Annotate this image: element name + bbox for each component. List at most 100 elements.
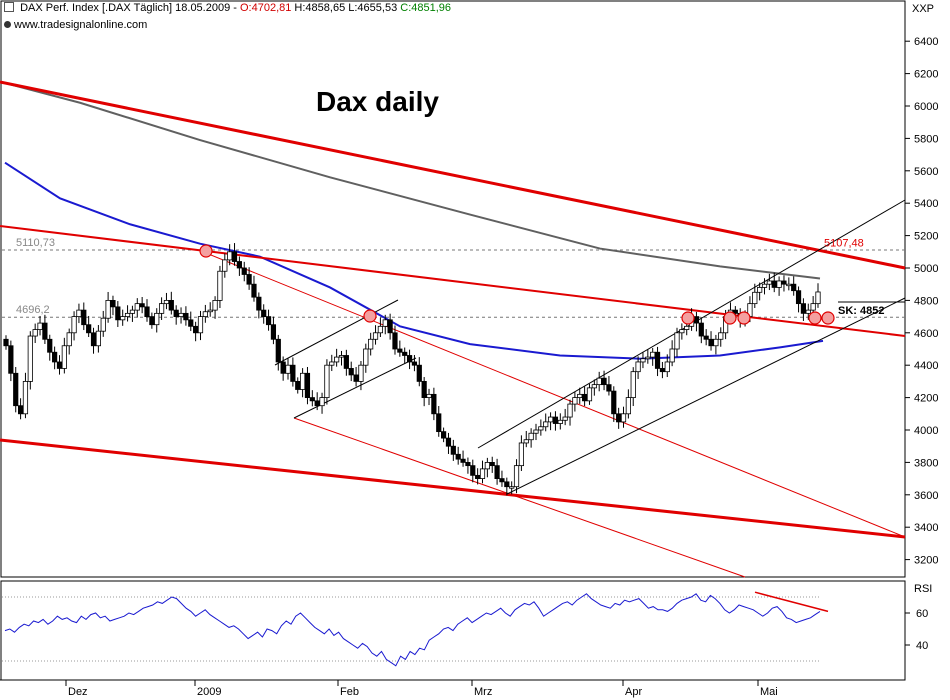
candle-body	[547, 416, 554, 423]
source-url[interactable]: www.tradesignalonline.com	[4, 19, 147, 31]
candle-body	[645, 356, 651, 360]
candle-body	[129, 309, 136, 314]
candle-body	[703, 335, 709, 340]
candle-body	[494, 465, 500, 480]
candle-body	[13, 372, 19, 407]
y-tick-label: 5000	[914, 263, 938, 275]
touch-marker	[363, 309, 377, 323]
header-low: L:4655,53	[348, 2, 398, 14]
touch-marker	[199, 244, 213, 258]
chart-title: Dax daily	[316, 86, 439, 117]
candle-body	[757, 287, 763, 293]
candle-body	[538, 426, 544, 431]
candle-body	[397, 348, 403, 353]
candle-body	[124, 312, 131, 317]
x-tick-label: Apr	[625, 686, 642, 698]
touch-marker	[808, 311, 822, 325]
candle-body	[377, 325, 383, 334]
candle-body	[154, 312, 160, 326]
y-tick-label: 5600	[914, 166, 938, 178]
candle-body	[309, 397, 315, 402]
candle-body	[475, 474, 481, 479]
candle-body	[713, 338, 719, 347]
candle-body	[664, 361, 670, 373]
candle-body	[513, 465, 520, 488]
candle-body	[635, 361, 641, 373]
candle-body	[684, 325, 690, 330]
candle-body	[572, 397, 578, 405]
trendline-mid	[0, 225, 906, 337]
candle-body	[105, 299, 111, 319]
window-icon[interactable]	[4, 2, 14, 12]
candle-body	[431, 393, 437, 415]
candle-body	[100, 317, 106, 332]
y-tick-label: 5200	[914, 231, 938, 243]
candle-body	[139, 303, 145, 308]
y-tick-label: 3600	[914, 490, 938, 502]
candle-body	[591, 384, 597, 389]
candle-body	[791, 283, 797, 292]
candle-body	[406, 355, 413, 363]
channel-lower	[506, 297, 906, 495]
candle-body	[241, 267, 247, 275]
y-tick-label: 4400	[914, 360, 938, 372]
candle-body	[693, 316, 700, 324]
candle-body	[567, 403, 573, 418]
candle-body	[499, 478, 505, 483]
header-text: DAX Perf. Index [.DAX Täglich] 18.05.200…	[20, 2, 240, 14]
candle-body	[27, 335, 33, 382]
candle-body	[178, 312, 184, 317]
candle-body	[465, 461, 471, 467]
candle-body	[606, 384, 612, 392]
candle-body	[66, 332, 72, 347]
candle-body	[314, 400, 320, 407]
trendline-thin-lower	[293, 417, 746, 578]
candle-body	[246, 274, 252, 285]
close-annotation: SK: 4852	[838, 305, 884, 317]
candle-body	[207, 309, 213, 313]
candle-body	[489, 461, 495, 467]
rsi-label: RSI	[914, 583, 932, 595]
candle-body	[52, 351, 58, 363]
candle-body	[679, 329, 685, 334]
candle-body	[810, 303, 816, 311]
trendline-thin-down	[205, 252, 906, 538]
candle-body	[786, 283, 792, 287]
candle-body	[285, 364, 291, 374]
candle-body	[304, 372, 311, 398]
candle-body	[387, 319, 393, 334]
trend-lines	[0, 80, 906, 578]
candle-body	[261, 309, 267, 317]
candle-body	[37, 322, 43, 330]
candle-body	[752, 291, 758, 305]
candle-body	[32, 329, 38, 337]
candle-body	[543, 421, 549, 428]
candle-body	[256, 296, 262, 311]
candle-body	[450, 445, 456, 455]
candle-body	[781, 280, 787, 285]
touch-marker	[681, 311, 695, 325]
candle-body	[518, 442, 525, 467]
candle-body	[650, 351, 656, 358]
candle-body	[640, 358, 646, 363]
y-tick-label: 4200	[914, 393, 938, 405]
rsi-grid: RSI 40 60	[0, 580, 932, 681]
chart-header: DAX Perf. Index [.DAX Täglich] 18.05.200…	[4, 2, 451, 14]
candle-body	[771, 280, 777, 288]
candle-body	[42, 322, 48, 340]
candle-body	[353, 374, 359, 382]
touch-markers	[199, 244, 835, 325]
header-close: C:4851,96	[400, 2, 452, 14]
candle-body	[533, 429, 539, 434]
ma-long-line	[0, 80, 821, 280]
feb-channel-upper	[274, 299, 399, 366]
candle-body	[265, 316, 272, 326]
candle-body	[86, 324, 92, 334]
trendline-upper	[0, 80, 906, 270]
price-grid	[0, 0, 906, 578]
candle-body	[625, 397, 631, 415]
candle-body	[22, 380, 29, 415]
candle-body	[382, 319, 388, 327]
candle-body	[47, 338, 53, 353]
candle-body	[363, 348, 369, 366]
